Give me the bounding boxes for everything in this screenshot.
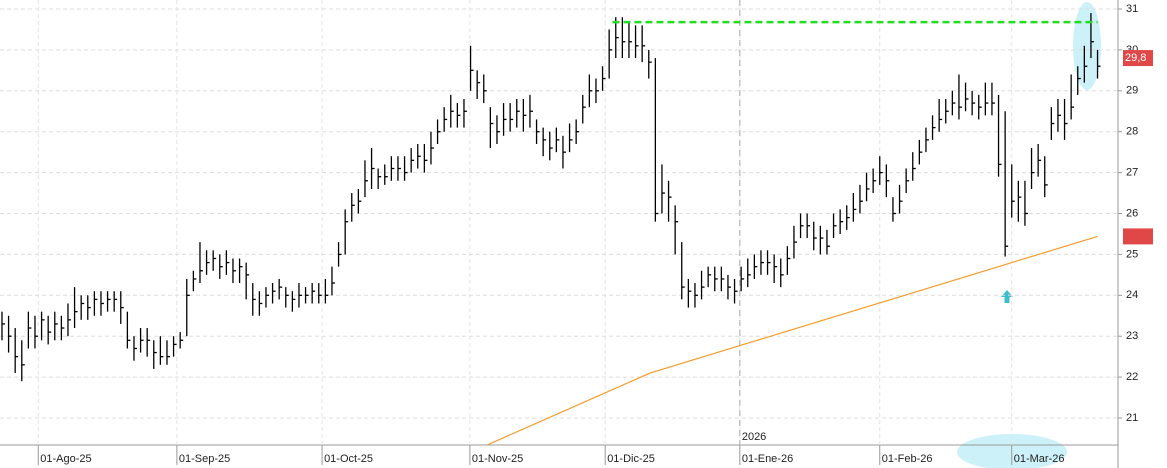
x-tick-label: 01-Oct-25 — [324, 453, 373, 465]
y-tick-label: 26 — [1126, 207, 1138, 219]
price-label: 29,8 — [1125, 52, 1146, 64]
price-label-box — [1123, 50, 1153, 67]
y-tick-label: 24 — [1126, 289, 1138, 301]
arrow-icon — [1001, 290, 1013, 303]
y-tick-label: 27 — [1126, 167, 1138, 179]
y-tick-label: 21 — [1126, 412, 1138, 424]
y-tick-label: 25 — [1126, 248, 1138, 260]
y-tick-label: 28 — [1126, 126, 1138, 138]
highlight — [1073, 2, 1101, 90]
y-tick-label: 23 — [1126, 330, 1138, 342]
x-tick-label: 01-Dic-25 — [607, 453, 655, 465]
x-tick-label: 01-Feb-26 — [882, 453, 933, 465]
x-tick-label: 01-Sep-25 — [179, 453, 230, 465]
annotation: 2026 — [742, 431, 766, 443]
x-tick-label: 01-Ene-26 — [742, 453, 793, 465]
x-tick-label: 01-Mar-26 — [1014, 453, 1065, 465]
moving-average — [486, 235, 1098, 446]
y-tick-label: 29 — [1126, 85, 1138, 97]
y-tick-label: 31 — [1126, 3, 1138, 15]
y-tick-label: 22 — [1126, 371, 1138, 383]
x-tick-label: 01-Ago-25 — [40, 453, 91, 465]
price-label-box — [1123, 228, 1153, 245]
x-tick-label: 01-Nov-25 — [472, 453, 523, 465]
